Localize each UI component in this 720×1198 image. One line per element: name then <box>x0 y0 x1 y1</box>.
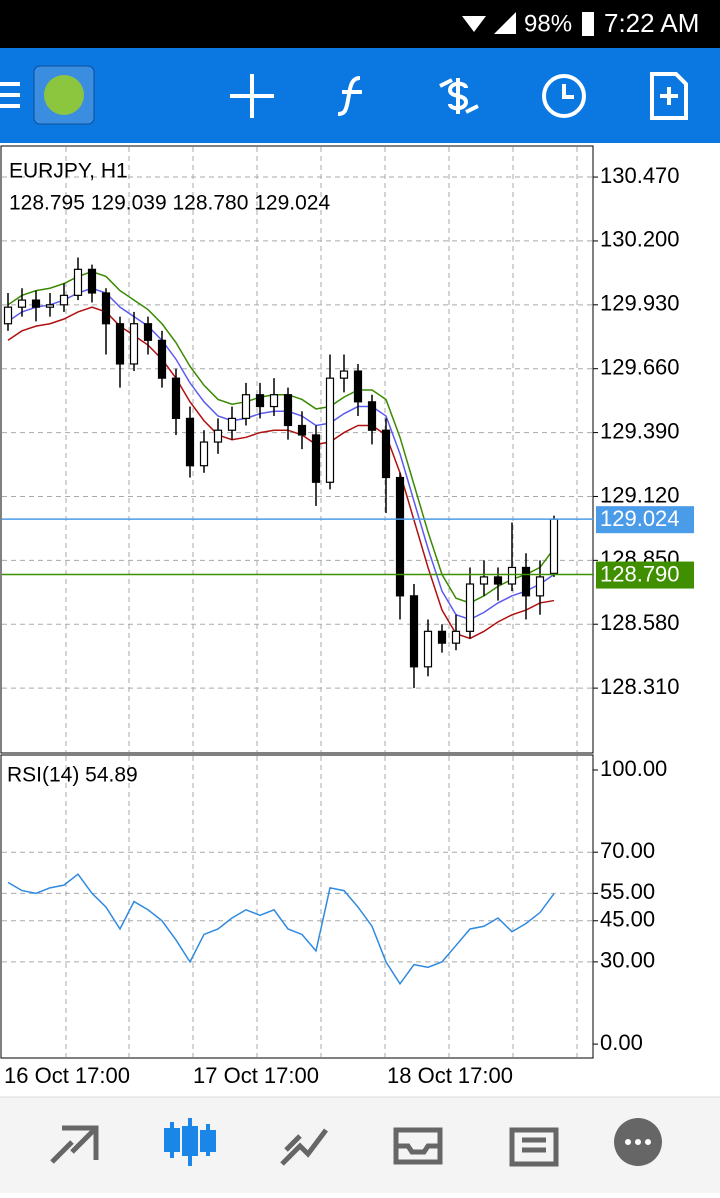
candle-body <box>31 299 41 308</box>
candle-body <box>227 417 237 431</box>
candle-body <box>101 292 111 325</box>
y-tick-label: 0.00 <box>600 1030 643 1055</box>
news-tab[interactable] <box>509 1127 559 1167</box>
y-tick-label: 130.470 <box>600 163 680 188</box>
candle-body <box>423 630 433 668</box>
candle-body <box>73 268 83 296</box>
y-tick-label: 129.120 <box>600 482 680 507</box>
candle-body <box>507 566 517 585</box>
candle-body <box>59 294 69 306</box>
candle-body <box>381 429 391 479</box>
y-tick-label: 129.390 <box>600 418 680 443</box>
quotes-tab[interactable] <box>50 1125 99 1164</box>
y-tick-label: 130.200 <box>600 227 680 252</box>
candle-body <box>297 424 307 436</box>
envelope-line <box>7 270 555 604</box>
trade-button[interactable] <box>439 78 479 114</box>
candle-body <box>3 306 13 325</box>
price-panel <box>0 145 594 754</box>
wifi-icon <box>462 16 486 32</box>
candle-body <box>143 323 153 341</box>
y-tick-label: 100.00 <box>600 756 667 781</box>
y-tick-label: 45.00 <box>600 907 655 932</box>
envelope-line <box>7 287 555 621</box>
chart-tab[interactable] <box>164 1118 216 1166</box>
candle-body <box>353 370 363 403</box>
candle-body <box>549 518 559 574</box>
candle-body <box>199 441 209 467</box>
candle-body <box>493 576 503 585</box>
candle-body <box>339 370 349 379</box>
app-logo <box>44 75 84 115</box>
y-tick-label: 128.580 <box>600 610 680 635</box>
candle-body <box>367 401 377 431</box>
bottom-nav <box>0 1097 720 1193</box>
candle-body <box>17 299 27 308</box>
candle-body <box>465 583 475 632</box>
candle-body <box>269 394 279 408</box>
indicators-button[interactable] <box>337 76 362 116</box>
new-order-button[interactable] <box>650 72 688 120</box>
candle-body <box>115 323 125 365</box>
candle-body <box>171 377 181 419</box>
candle-body <box>129 323 139 365</box>
candle-body <box>241 394 251 419</box>
period-button[interactable] <box>542 74 586 118</box>
clock: 7:22 AM <box>604 8 699 38</box>
price-tag-label: 129.024 <box>600 506 680 531</box>
candle-body <box>157 339 167 379</box>
ohlc-label: 128.795 129.039 128.780 129.024 <box>9 192 330 215</box>
candle-body <box>283 394 293 427</box>
candle-body <box>87 268 97 294</box>
x-axis-label: 18 Oct 17:00 <box>387 1063 513 1088</box>
candle-body <box>479 576 489 585</box>
crosshair-button[interactable] <box>230 74 274 118</box>
chart-area <box>0 143 720 1097</box>
trade-tab[interactable] <box>280 1128 328 1166</box>
symbol-label: EURJPY, H1 <box>9 160 128 183</box>
candle-body <box>45 304 55 308</box>
battery-icon <box>582 12 594 36</box>
candle-body <box>451 630 461 644</box>
battery-level: 98% <box>524 10 572 37</box>
envelope-line <box>7 306 555 640</box>
candle-body <box>409 595 419 668</box>
y-tick-label: 129.930 <box>600 291 680 316</box>
y-tick-label: 70.00 <box>600 838 655 863</box>
candle-body <box>255 394 265 408</box>
menu-icon[interactable] <box>0 82 20 108</box>
candle-body <box>185 417 195 467</box>
status-bar <box>0 0 720 48</box>
candle-body <box>395 476 405 597</box>
candle-body <box>325 377 335 483</box>
candle-body <box>521 566 531 597</box>
price-tag <box>596 506 694 534</box>
candle-body <box>213 429 223 443</box>
price-tag <box>596 561 694 589</box>
rsi-label: RSI(14) 54.89 <box>7 764 138 787</box>
rsi-panel <box>0 754 594 1059</box>
toolbar <box>0 48 720 143</box>
history-tab[interactable] <box>393 1127 443 1165</box>
x-axis-label: 16 Oct 17:00 <box>4 1063 130 1088</box>
y-tick-label: 128.310 <box>600 674 680 699</box>
rsi-line <box>7 873 555 986</box>
y-tick-label: 55.00 <box>600 879 655 904</box>
candle-body <box>535 576 545 597</box>
y-tick-label: 30.00 <box>600 948 655 973</box>
candle-body <box>311 434 321 483</box>
signal-icon <box>494 12 516 34</box>
candle-body <box>437 630 447 644</box>
price-tag-label: 128.790 <box>600 561 680 586</box>
y-tick-label: 129.660 <box>600 355 680 380</box>
x-axis-label: 17 Oct 17:00 <box>193 1063 319 1088</box>
